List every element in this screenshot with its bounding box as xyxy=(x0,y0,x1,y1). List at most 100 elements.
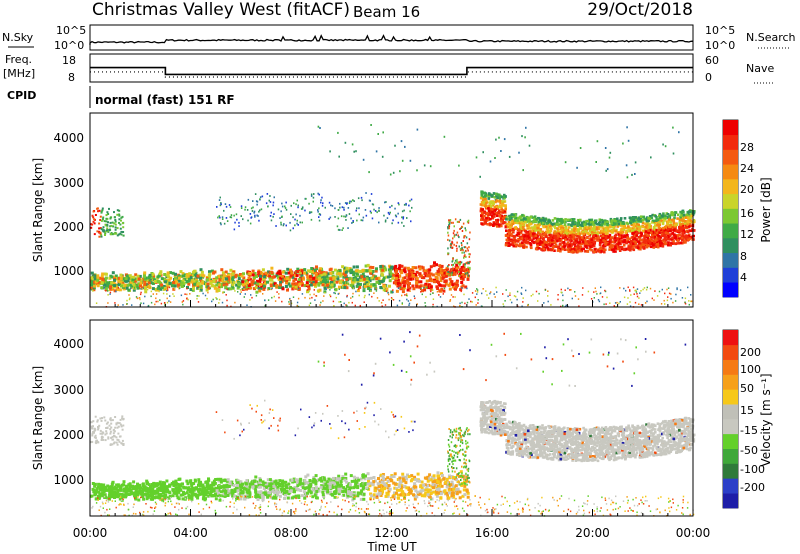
heatmap-cell xyxy=(249,286,253,290)
heatmap-cell xyxy=(116,209,119,212)
heatmap-cell xyxy=(132,275,136,279)
heatmap-cell xyxy=(614,230,617,233)
heatmap-cell xyxy=(481,208,485,211)
heatmap-cell xyxy=(595,222,599,226)
heatmap-cell xyxy=(650,216,654,220)
power-cbar-24: 24 xyxy=(740,162,754,175)
heatmap-cell xyxy=(566,248,569,251)
heatmap-cell xyxy=(331,274,335,278)
heatmap-cell xyxy=(388,270,392,274)
heatmap-cell xyxy=(528,227,532,230)
heatmap-cell xyxy=(688,225,691,228)
heatmap-cell xyxy=(459,274,461,277)
heatmap-cell xyxy=(642,215,645,219)
heatmap-cell xyxy=(579,223,583,227)
heatmap-cell xyxy=(646,236,649,240)
heatmap-cell xyxy=(297,287,301,291)
heatmap-cell xyxy=(416,303,418,305)
heatmap-cell xyxy=(102,230,105,233)
heatmap-cell xyxy=(495,194,498,198)
heatmap-cell xyxy=(270,271,274,275)
heatmap-cell xyxy=(333,305,335,307)
heatmap-cell xyxy=(456,241,458,244)
heatmap-cell xyxy=(108,276,112,280)
heatmap-cell xyxy=(648,230,652,234)
heatmap-cell xyxy=(300,208,303,210)
heatmap-cell xyxy=(261,195,264,198)
heatmap-cell xyxy=(437,273,441,277)
heatmap-cell xyxy=(429,293,432,296)
heatmap-cell xyxy=(356,280,360,284)
heatmap-cell xyxy=(309,293,311,296)
heatmap-cell xyxy=(156,286,160,290)
heatmap-cell xyxy=(324,206,326,209)
heatmap-cell xyxy=(290,213,292,215)
heatmap-cell xyxy=(451,264,453,266)
heatmap-cell xyxy=(392,291,394,293)
heatmap-cell xyxy=(296,283,300,287)
heatmap-cell xyxy=(318,267,322,271)
heatmap-cell xyxy=(258,283,262,286)
heatmap-cell xyxy=(400,268,404,272)
heatmap-cell xyxy=(507,295,509,298)
heatmap-cell xyxy=(564,226,568,230)
heatmap-cell xyxy=(654,214,657,218)
heatmap-cell xyxy=(610,230,613,233)
heatmap-cell xyxy=(682,228,685,232)
heatmap-cell xyxy=(560,226,563,230)
heatmap-cell xyxy=(412,287,416,291)
heatmap-cell xyxy=(405,203,407,206)
heatmap-cell xyxy=(522,245,525,248)
heatmap-cell xyxy=(494,208,497,211)
heatmap-cell xyxy=(116,234,119,237)
heatmap-cell xyxy=(646,300,648,303)
nave-tick-top: 60 xyxy=(705,54,719,67)
heatmap-cell xyxy=(243,282,247,286)
colorbar-swatch xyxy=(723,282,738,298)
colorbar-swatch xyxy=(723,164,738,180)
heatmap-cell xyxy=(332,278,336,282)
heatmap-cell xyxy=(432,303,434,306)
heatmap-cell xyxy=(354,304,356,307)
heatmap-cell xyxy=(237,277,241,281)
heatmap-cell xyxy=(301,293,304,295)
heatmap-cell xyxy=(598,225,601,229)
heatmap-cell xyxy=(688,229,691,232)
heatmap-cell xyxy=(685,234,688,237)
heatmap-cell xyxy=(551,219,555,222)
heatmap-cell xyxy=(452,257,454,260)
heatmap-cell xyxy=(421,289,424,293)
heatmap-cell xyxy=(289,268,292,272)
heatmap-cell xyxy=(392,289,394,291)
heatmap-cell xyxy=(617,240,621,243)
heatmap-cell xyxy=(529,221,532,225)
heatmap-cell xyxy=(281,287,285,291)
heatmap-cell xyxy=(310,218,313,221)
heatmap-cell xyxy=(329,271,333,275)
heatmap-cell xyxy=(400,140,403,143)
heatmap-cell xyxy=(371,266,375,269)
heatmap-cell xyxy=(469,231,471,234)
heatmap-cell xyxy=(415,282,419,286)
heatmap-cell xyxy=(681,238,684,242)
heatmap-cell xyxy=(628,246,632,250)
heatmap-cell xyxy=(347,207,350,209)
heatmap-cell xyxy=(487,195,490,198)
heatmap-cell xyxy=(402,268,406,272)
heatmap-cell xyxy=(402,217,404,220)
heatmap-cell xyxy=(199,290,201,293)
heatmap-cell xyxy=(572,238,575,241)
heatmap-cell xyxy=(330,204,332,207)
heatmap-cell xyxy=(319,304,321,306)
heatmap-cell xyxy=(275,225,277,227)
heatmap-cell xyxy=(198,273,202,277)
heatmap-cell xyxy=(668,225,671,228)
heatmap-cell xyxy=(369,269,373,273)
heatmap-cell xyxy=(447,227,449,230)
heatmap-cell xyxy=(558,237,562,241)
heatmap-cell xyxy=(309,275,312,279)
heatmap-cell xyxy=(677,229,680,233)
heatmap-cell xyxy=(455,281,459,285)
heatmap-cell xyxy=(545,235,548,239)
heatmap-cell xyxy=(464,254,466,257)
